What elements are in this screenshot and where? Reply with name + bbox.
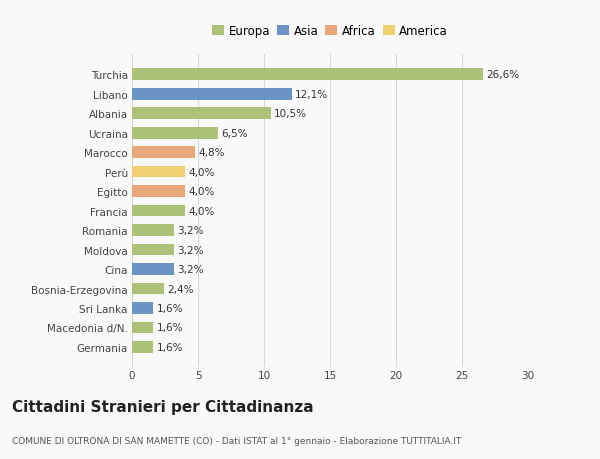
Bar — [132, 225, 174, 236]
Text: 1,6%: 1,6% — [157, 323, 183, 333]
Text: 4,0%: 4,0% — [188, 187, 214, 197]
Text: 4,8%: 4,8% — [199, 148, 225, 158]
Bar — [132, 283, 164, 295]
Bar — [132, 69, 483, 81]
Bar — [132, 128, 218, 139]
Bar — [132, 322, 153, 334]
Text: 3,2%: 3,2% — [178, 245, 204, 255]
Bar — [132, 244, 174, 256]
Text: 6,5%: 6,5% — [221, 129, 248, 139]
Bar — [132, 341, 153, 353]
Bar — [132, 108, 271, 120]
Text: 10,5%: 10,5% — [274, 109, 307, 119]
Text: 3,2%: 3,2% — [178, 225, 204, 235]
Bar — [132, 263, 174, 275]
Text: 4,0%: 4,0% — [188, 206, 214, 216]
Text: 26,6%: 26,6% — [487, 70, 520, 80]
Text: 4,0%: 4,0% — [188, 167, 214, 177]
Text: 3,2%: 3,2% — [178, 264, 204, 274]
Text: COMUNE DI OLTRONA DI SAN MAMETTE (CO) - Dati ISTAT al 1° gennaio - Elaborazione : COMUNE DI OLTRONA DI SAN MAMETTE (CO) - … — [12, 436, 461, 445]
Text: Cittadini Stranieri per Cittadinanza: Cittadini Stranieri per Cittadinanza — [12, 399, 314, 414]
Text: 2,4%: 2,4% — [167, 284, 193, 294]
Bar — [132, 167, 185, 178]
Bar — [132, 147, 196, 159]
Bar — [132, 302, 153, 314]
Bar — [132, 89, 292, 101]
Bar — [132, 186, 185, 197]
Text: 1,6%: 1,6% — [157, 342, 183, 352]
Text: 1,6%: 1,6% — [157, 303, 183, 313]
Bar — [132, 205, 185, 217]
Text: 12,1%: 12,1% — [295, 90, 328, 100]
Legend: Europa, Asia, Africa, America: Europa, Asia, Africa, America — [207, 20, 453, 43]
